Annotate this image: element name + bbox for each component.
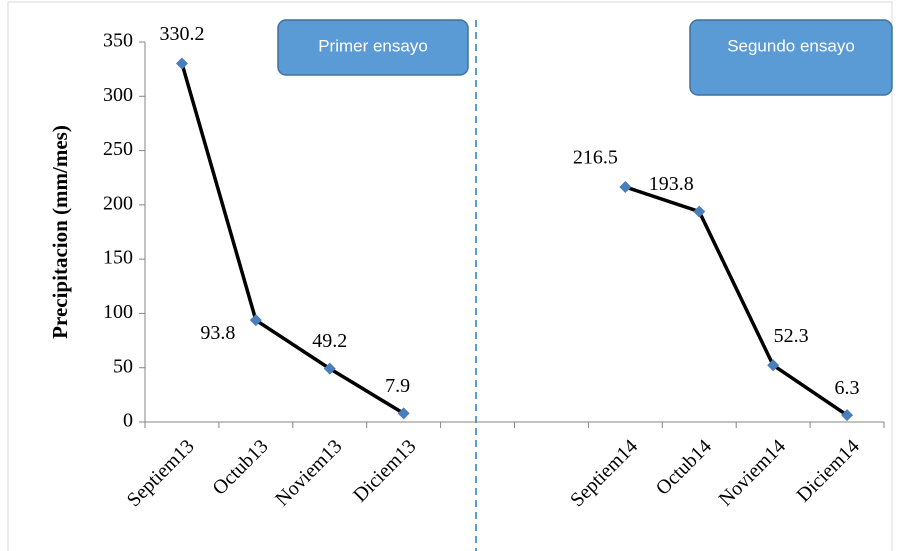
value-label: 49.2: [312, 330, 347, 352]
x-tick-label: Noviem13: [271, 435, 346, 510]
value-label: 52.3: [774, 325, 809, 347]
y-tick-label: 50: [113, 355, 133, 377]
value-label: 193.8: [649, 173, 694, 195]
x-tick-label: Octub13: [208, 435, 272, 499]
x-tick-label: Septiem14: [566, 435, 642, 511]
y-tick-label: 0: [123, 410, 133, 432]
annotation-box: [689, 19, 893, 96]
x-tick-label: Noviem14: [715, 435, 790, 510]
y-tick-label: 350: [103, 30, 133, 52]
chart-border: [7, 1, 893, 551]
marker: [693, 205, 706, 218]
y-tick-label: 150: [103, 247, 133, 269]
marker: [249, 314, 262, 327]
annotation: Primer ensayo: [318, 36, 428, 55]
marker: [397, 407, 410, 420]
x-tick-label: Octub14: [652, 435, 716, 499]
value-label: 330.2: [159, 23, 204, 45]
y-tick-label: 100: [103, 301, 133, 323]
x-tick-label: Diciem13: [349, 435, 420, 506]
y-axis-label: Precipitacion (mm/mes): [48, 125, 72, 339]
marker: [323, 362, 336, 375]
series-line: [180, 63, 849, 417]
y-tick-label: 200: [103, 192, 133, 214]
value-label: 7.9: [385, 375, 410, 397]
annotation-box: [277, 19, 469, 76]
marker: [175, 57, 188, 70]
y-tick-label: 300: [103, 84, 133, 106]
x-tick-label: Septiem13: [123, 435, 199, 511]
annotation: Segundo ensayo: [727, 36, 855, 55]
value-label: 216.5: [573, 147, 618, 169]
value-label: 93.8: [200, 322, 235, 344]
y-tick-label: 250: [103, 138, 133, 160]
marker: [841, 409, 854, 422]
marker: [767, 359, 780, 372]
marker: [619, 180, 632, 193]
x-tick-label: Diciem14: [793, 435, 864, 506]
value-label: 6.3: [835, 377, 860, 399]
